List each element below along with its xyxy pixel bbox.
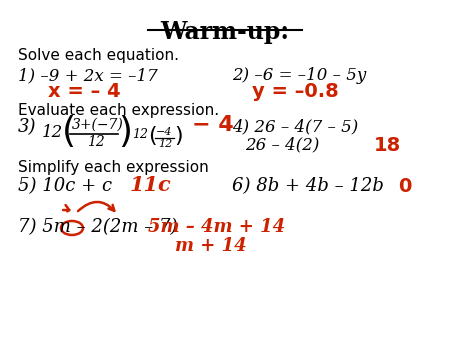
Text: (: ( [148,126,157,146]
Text: (: ( [62,115,76,149]
Text: 3+(−7): 3+(−7) [72,118,124,132]
Text: 1) –9 + 2x = –17: 1) –9 + 2x = –17 [18,67,158,84]
Text: 3): 3) [18,118,36,136]
Text: 11c: 11c [130,175,172,195]
Text: 5m – 4m + 14: 5m – 4m + 14 [148,218,285,236]
Text: 6) 8b + 4b – 12b: 6) 8b + 4b – 12b [232,177,384,195]
Text: Solve each equation.: Solve each equation. [18,48,179,63]
Text: − 4: − 4 [192,115,234,135]
Text: 18: 18 [374,136,401,155]
Text: 5) 10c + c: 5) 10c + c [18,177,112,195]
Text: Simplify each expression: Simplify each expression [18,160,209,175]
Text: 12: 12 [132,128,148,141]
Text: 26 – 4(2): 26 – 4(2) [245,136,320,153]
Text: x = – 4: x = – 4 [48,82,121,101]
Text: y = –0.8: y = –0.8 [252,82,339,101]
Text: 12: 12 [87,135,105,149]
Text: 12: 12 [42,124,63,141]
Text: m + 14: m + 14 [175,237,247,255]
Text: 7) 5m – 2(2m – 7): 7) 5m – 2(2m – 7) [18,218,177,236]
Text: −4: −4 [156,127,172,137]
Text: 2) –6 = –10 – 5y: 2) –6 = –10 – 5y [232,67,366,84]
Text: 12: 12 [158,139,172,149]
Text: ): ) [118,115,132,149]
Text: 0: 0 [398,177,411,196]
Text: ): ) [174,126,183,146]
Text: 4) 26 – 4(7 – 5): 4) 26 – 4(7 – 5) [232,118,358,135]
Text: Warm-up:: Warm-up: [161,20,289,44]
Text: Evaluate each expression.: Evaluate each expression. [18,103,219,118]
